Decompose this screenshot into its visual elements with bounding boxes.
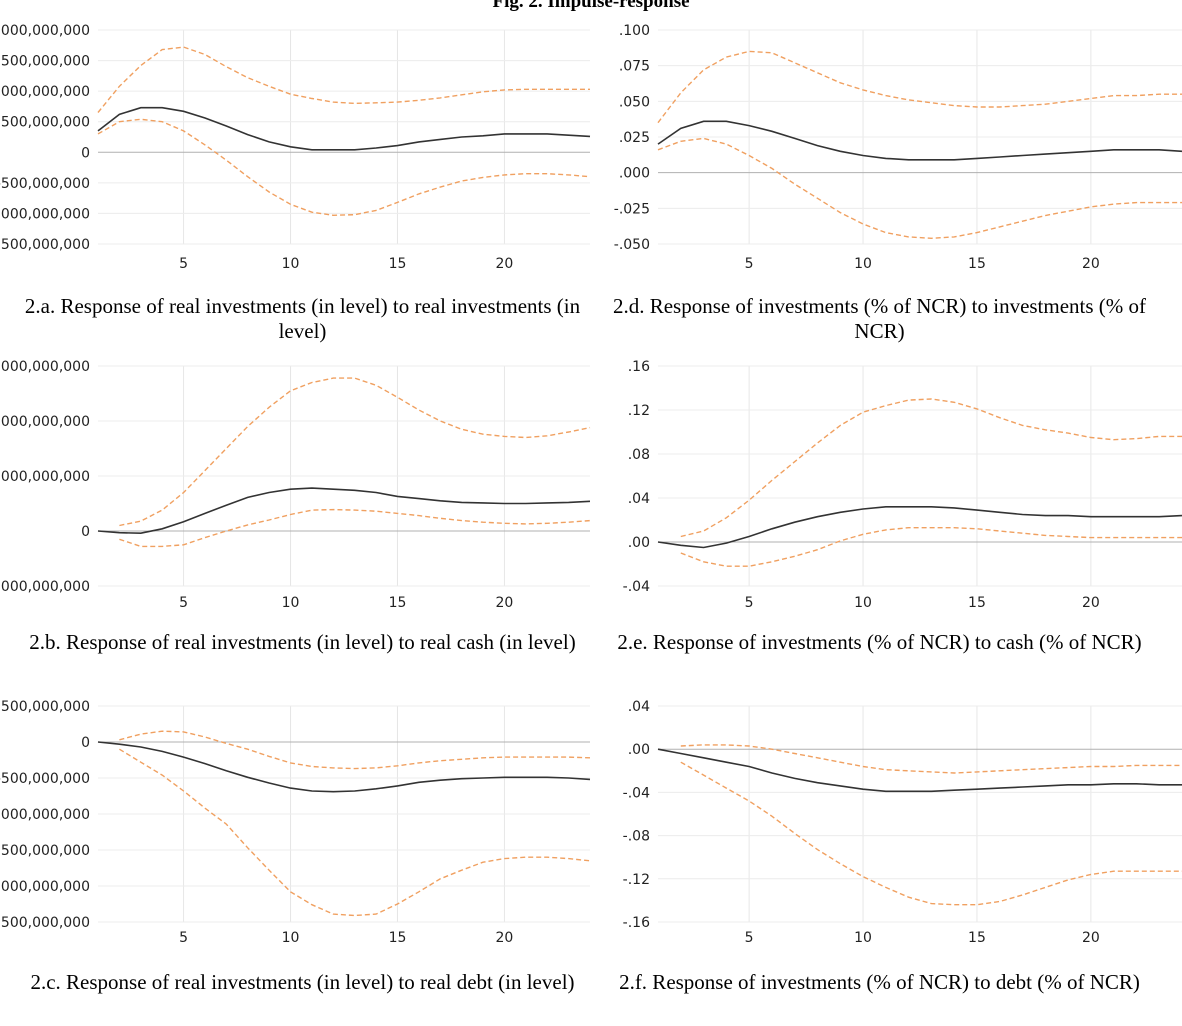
- x-tick-label: 5: [179, 595, 188, 611]
- figure-title: Fig. 2. Impulse-response: [492, 0, 690, 12]
- x-tick-label: 15: [968, 256, 986, 272]
- y-tick-label: 2,000,000,000: [0, 414, 90, 430]
- series-response-line: [97, 487, 591, 535]
- x-tick-label: 20: [496, 256, 514, 272]
- y-tick-label: .000: [619, 166, 650, 182]
- x-tick-label: 10: [282, 256, 300, 272]
- y-tick-label: 1,000,000,000: [0, 84, 90, 100]
- x-tick-label: 20: [1082, 595, 1100, 611]
- y-tick-label: -1,500,000,000: [0, 237, 90, 253]
- series-response-line: [97, 106, 591, 151]
- series-lower-line: [119, 748, 591, 917]
- y-tick-label: .025: [619, 130, 650, 146]
- y-tick-label: -1,000,000,000: [0, 579, 90, 595]
- y-tick-label: 0: [81, 524, 90, 540]
- y-tick-label: .16: [628, 359, 650, 375]
- x-tick-label: 20: [496, 595, 514, 611]
- y-tick-label: 0: [81, 735, 90, 751]
- x-tick-label: 15: [968, 595, 986, 611]
- y-tick-label: -.04: [623, 785, 650, 801]
- series-upper-line: [119, 730, 591, 770]
- y-tick-label: 1,000,000,000: [0, 469, 90, 485]
- series-upper-line: [680, 398, 1182, 538]
- caption-b: 2.b. Response of real investments (in le…: [29, 630, 576, 654]
- y-tick-label: .050: [619, 94, 650, 110]
- series-upper-line: [97, 46, 590, 113]
- caption-c: 2.c. Response of real investments (in le…: [30, 970, 575, 994]
- y-tick-label: -.050: [614, 237, 650, 253]
- y-tick-label: -1,000,000,000: [0, 206, 90, 222]
- y-tick-label: -.12: [623, 872, 650, 888]
- x-tick-label: 10: [282, 595, 300, 611]
- y-tick-label: 3,000,000,000: [0, 359, 90, 375]
- series-response-line: [97, 741, 591, 793]
- x-tick-label: 5: [179, 930, 188, 946]
- x-tick-label: 5: [745, 595, 754, 611]
- x-tick-label: 5: [179, 256, 188, 272]
- series-upper-line: [119, 377, 591, 527]
- y-tick-label: 500,000,000: [1, 699, 90, 715]
- x-tick-label: 15: [389, 595, 407, 611]
- series-lower-line: [119, 508, 591, 548]
- series-response-line: [657, 748, 1182, 793]
- y-tick-label: .00: [628, 535, 650, 551]
- panel-d-chart: 5 10 15 20 .100 .075 .050 .025 .000 -.025 -.050: [614, 23, 1182, 272]
- panel-c-chart: 5 10 15 20 500,000,000 0 -500,000,000 -1,000,00…: [0, 699, 591, 946]
- y-tick-label: .00: [628, 742, 650, 758]
- series-upper-line: [680, 744, 1182, 774]
- x-tick-label: 15: [389, 930, 407, 946]
- series-lower-line: [97, 118, 591, 217]
- series-response-line: [657, 506, 1182, 549]
- x-tick-label: 5: [745, 930, 754, 946]
- y-tick-label: -.04: [623, 579, 650, 595]
- panel-e-chart: 5 10 15 20 .16 .12 .08 .04 .00 -.04: [623, 359, 1182, 611]
- x-tick-label: 10: [854, 595, 872, 611]
- caption-e: 2.e. Response of investments (% of NCR) …: [617, 630, 1142, 654]
- panel-b-chart: 5 10 15 20 3,000,000,000 2,000,000,000 1,000,0…: [0, 359, 591, 611]
- x-tick-label: 20: [496, 930, 514, 946]
- y-tick-label: -2,000,000,000: [0, 879, 90, 895]
- y-tick-label: 2,000,000,000: [0, 23, 90, 39]
- y-tick-label: -2,500,000,000: [0, 915, 90, 931]
- y-tick-label: -1,000,000,000: [0, 807, 90, 823]
- caption-a: 2.a. Response of real investments (in le…: [24, 294, 581, 343]
- y-tick-label: -.08: [623, 829, 650, 845]
- y-tick-label: .075: [619, 59, 650, 75]
- y-tick-label: 0: [81, 145, 90, 161]
- y-tick-label: .04: [628, 699, 650, 715]
- y-tick-label: .04: [628, 491, 650, 507]
- series-upper-line: [657, 50, 1182, 124]
- caption-d: 2.d. Response of investments (% of NCR) …: [612, 294, 1147, 343]
- x-tick-label: 10: [282, 930, 300, 946]
- panel-f-chart: 5 10 15 20 .04 .00 -.04 -.08 -.12 -.16: [623, 699, 1182, 946]
- x-tick-label: 10: [854, 256, 872, 272]
- x-tick-label: 5: [745, 256, 754, 272]
- caption-f: 2.f. Response of investments (% of NCR) …: [619, 970, 1140, 994]
- y-tick-label: .12: [628, 403, 650, 419]
- x-tick-label: 10: [854, 930, 872, 946]
- series-lower-line: [680, 761, 1182, 906]
- y-tick-label: 500,000,000: [1, 115, 90, 131]
- x-tick-label: 15: [968, 930, 986, 946]
- y-tick-label: 1,500,000,000: [0, 54, 90, 70]
- series-lower-line: [657, 137, 1182, 240]
- y-tick-label: -500,000,000: [0, 176, 90, 192]
- x-tick-label: 15: [389, 256, 407, 272]
- y-tick-label: -.16: [623, 915, 650, 931]
- y-tick-label: -500,000,000: [0, 771, 90, 787]
- y-tick-label: .100: [619, 23, 650, 39]
- series-response-line: [657, 120, 1182, 161]
- x-tick-label: 20: [1082, 256, 1100, 272]
- panel-a-chart: 5 10 15 20 2,000,000,000 1,500,000,000 1,000,0…: [0, 23, 591, 272]
- series-lower-line: [680, 527, 1182, 567]
- y-tick-label: -.025: [614, 201, 650, 217]
- y-tick-label: .08: [628, 447, 650, 463]
- y-tick-label: -1,500,000,000: [0, 843, 90, 859]
- x-tick-label: 20: [1082, 930, 1100, 946]
